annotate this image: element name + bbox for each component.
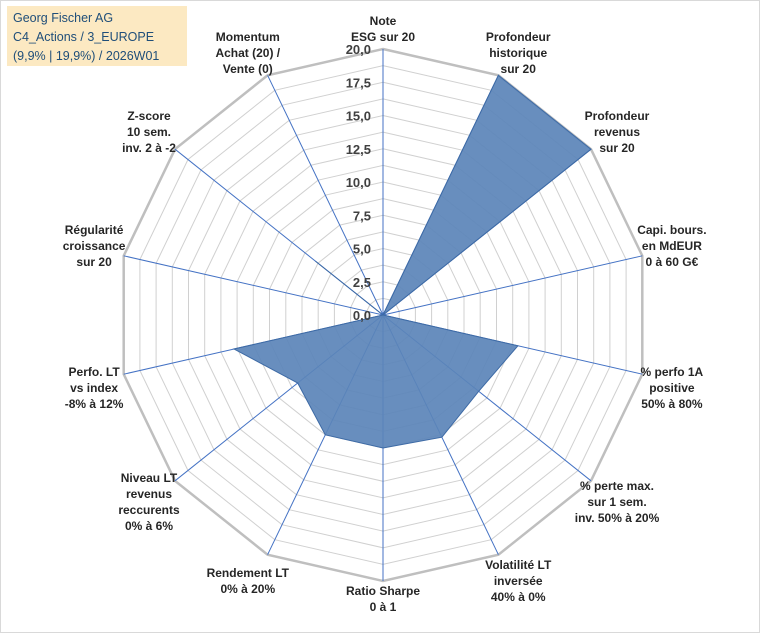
axis-label-line: sur 20 bbox=[76, 255, 112, 269]
axis-label-line: sur 20 bbox=[501, 62, 537, 76]
axis-label-line: Régularité bbox=[65, 223, 124, 237]
axis-label-line: sur 1 sem. bbox=[587, 495, 646, 509]
axis-label: Rendement LT 0% à 20% bbox=[207, 566, 290, 596]
axis-label-line: Vente (0) bbox=[223, 62, 273, 76]
data-layer bbox=[232, 74, 592, 449]
axis-label: Ratio Sharpe 0 à 1 bbox=[346, 584, 420, 614]
axis-label: % perte max. sur 1 sem. inv. 50% à 20% bbox=[575, 479, 660, 525]
axis-label-line: 0% à 20% bbox=[220, 582, 275, 596]
axis-label-line: % perte max. bbox=[580, 479, 654, 493]
axis-label: Momentum Achat (20) / Vente (0) bbox=[215, 30, 280, 76]
axis-label-line: 0% à 6% bbox=[125, 519, 173, 533]
axis-label-line: Profondeur bbox=[585, 109, 650, 123]
tick-label: 17,5 bbox=[346, 75, 371, 90]
axis-label: Perfo. LT vs index -8% à 12% bbox=[65, 365, 124, 411]
axis-label-line: 0 à 60 G€ bbox=[646, 255, 699, 269]
tick-label: 2,5 bbox=[353, 275, 371, 290]
axis-label: Niveau LT revenus reccurents 0% à 6% bbox=[118, 471, 180, 533]
axis-label-line: historique bbox=[489, 46, 547, 60]
axis-label: Note ESG sur 20 bbox=[351, 14, 415, 44]
axis-label-line: 40% à 0% bbox=[491, 590, 546, 604]
axis-label: Capi. bours. en MdEUR 0 à 60 G€ bbox=[637, 223, 706, 269]
axis-spoke bbox=[123, 255, 384, 316]
axis-spoke bbox=[267, 75, 384, 316]
tick-label: 5,0 bbox=[353, 242, 371, 257]
title-line-params: (9,9% | 19,9%) / 2026W01 bbox=[13, 49, 160, 63]
axis-label-line: revenus bbox=[594, 125, 640, 139]
label-layer: Note ESG sur 20 Profondeur historique sur 20… bbox=[63, 14, 707, 614]
tick-label: 20,0 bbox=[346, 42, 371, 57]
axis-label-line: Achat (20) / bbox=[215, 46, 280, 60]
axis-label: Régularité croissance sur 20 bbox=[63, 223, 126, 269]
series-area bbox=[232, 74, 592, 449]
axis-label: Profondeur historique sur 20 bbox=[486, 30, 551, 76]
chart-title-box: Georg Fischer AG C4_Actions / 3_EUROPE (… bbox=[7, 6, 187, 66]
title-line-portfolio: C4_Actions / 3_EUROPE bbox=[13, 30, 155, 44]
axis-label-line: inv. 2 à -2 bbox=[122, 141, 176, 155]
axis-label-line: Perfo. LT bbox=[69, 365, 121, 379]
axis-label: Z-score 10 sem. inv. 2 à -2 bbox=[122, 109, 176, 155]
axis-spoke bbox=[382, 255, 643, 316]
axis-label-line: 0 à 1 bbox=[370, 600, 397, 614]
axis-label-line: Ratio Sharpe bbox=[346, 584, 420, 598]
tick-label: 10,0 bbox=[346, 175, 371, 190]
axis-label-line: 10 sem. bbox=[127, 125, 171, 139]
axis-label-line: inv. 50% à 20% bbox=[575, 511, 660, 525]
axis-label-line: Niveau LT bbox=[121, 471, 178, 485]
axis-label: % perfo 1A positive 50% à 80% bbox=[641, 365, 704, 411]
axis-label-line: Rendement LT bbox=[207, 566, 290, 580]
tick-layer: 0,0 2,5 5,0 7,5 10,0 12,5 15,0 17,5 20,0 bbox=[346, 42, 371, 323]
title-line-company: Georg Fischer AG bbox=[13, 11, 114, 25]
axis-label-line: sur 20 bbox=[599, 141, 635, 155]
axis-label-line: Note bbox=[370, 14, 397, 28]
axis-label-line: Momentum bbox=[216, 30, 280, 44]
axis-label: Volatilité LT inversée 40% à 0% bbox=[485, 558, 552, 604]
axis-label-line: vs index bbox=[70, 381, 118, 395]
axis-label-line: -8% à 12% bbox=[65, 397, 124, 411]
axis-label: Profondeur revenus sur 20 bbox=[585, 109, 650, 155]
axis-label-line: Capi. bours. bbox=[637, 223, 706, 237]
axis-label-line: reccurents bbox=[118, 503, 180, 517]
axis-label-line: Profondeur bbox=[486, 30, 551, 44]
axis-label-line: revenus bbox=[126, 487, 172, 501]
axis-label-line: positive bbox=[649, 381, 695, 395]
axis-label-line: Z-score bbox=[127, 109, 171, 123]
axis-label-line: inversée bbox=[494, 574, 543, 588]
tick-label: 0,0 bbox=[353, 308, 371, 323]
axis-label-line: en MdEUR bbox=[642, 239, 702, 253]
tick-label: 7,5 bbox=[353, 208, 371, 223]
axis-label-line: Volatilité LT bbox=[485, 558, 552, 572]
axis-label-line: croissance bbox=[63, 239, 126, 253]
tick-label: 15,0 bbox=[346, 109, 371, 124]
tick-label: 12,5 bbox=[346, 142, 371, 157]
axis-label-line: % perfo 1A bbox=[641, 365, 704, 379]
axis-label-line: ESG sur 20 bbox=[351, 30, 415, 44]
axis-label-line: 50% à 80% bbox=[641, 397, 703, 411]
